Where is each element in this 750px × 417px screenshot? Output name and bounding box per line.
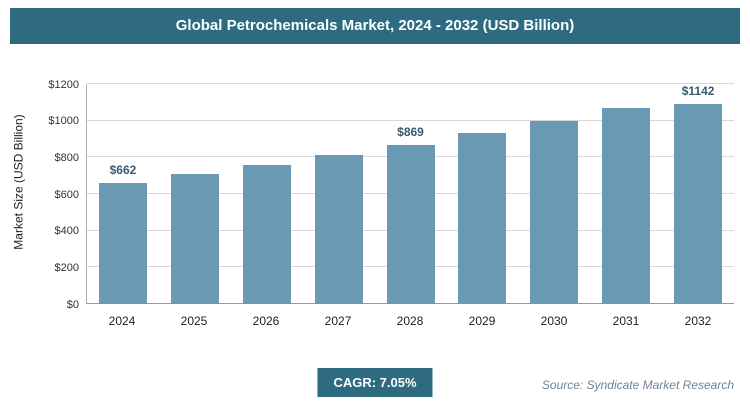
bar (170, 174, 219, 304)
x-axis-labels: 2024 2025 2026 2027 2028 2029 2030 2031 2032 (86, 314, 734, 328)
x-tick-label: 2031 (612, 314, 640, 328)
bar (98, 182, 147, 304)
bar-chart: Market Size (USD Billion) $0 $200 $400 $600… (10, 62, 734, 342)
bar-slot (446, 84, 518, 304)
bar (458, 133, 507, 304)
y-tick-label: $600 (54, 188, 79, 201)
gridline (87, 83, 734, 84)
y-tick-label: $800 (54, 151, 79, 164)
y-tick-label: $0 (66, 298, 79, 311)
x-tick-label: 2026 (252, 314, 280, 328)
chart-title-banner: Global Petrochemicals Market, 2024 - 203… (10, 8, 740, 44)
bar-value-label: $1142 (681, 84, 715, 98)
bar-value-label: $662 (109, 162, 137, 177)
bar (242, 164, 291, 304)
source-attribution: Source: Syndicate Market Research (541, 378, 734, 392)
x-tick-label: 2028 (396, 314, 424, 328)
x-tick-label: 2032 (684, 314, 712, 328)
y-axis-title-text: Market Size (USD Billion) (12, 114, 26, 250)
bar-slot: $1142 (662, 84, 734, 304)
chart-footer: CAGR: 7.05% Source: Syndicate Market Res… (0, 368, 750, 400)
x-tick-label: 2025 (180, 314, 208, 328)
bar-slot (518, 84, 590, 304)
bar-slot (590, 84, 662, 304)
x-tick-label: 2030 (540, 314, 568, 328)
bar-slot: $662 (87, 84, 159, 304)
y-tick-label: $200 (54, 261, 79, 274)
bar (530, 121, 579, 304)
plot-area: $0 $200 $400 $600 $800 $1000 $1200 $662 $869 $11… (48, 79, 734, 311)
bar (386, 144, 435, 304)
bar-slot (159, 84, 231, 304)
x-tick-label: 2024 (108, 314, 136, 328)
bar-value-label: $869 (397, 124, 424, 139)
x-tick-label: 2027 (324, 314, 352, 328)
y-tick-label: $400 (54, 225, 79, 238)
bar (314, 155, 363, 304)
y-tick-label: $1000 (48, 115, 79, 128)
gridline (87, 119, 734, 121)
cagr-badge: CAGR: 7.05% (317, 368, 433, 397)
bar-slot: $869 (375, 84, 447, 304)
bar (674, 104, 723, 304)
x-tick-label: 2029 (468, 314, 496, 328)
bar-slot (303, 84, 375, 304)
y-tick-label: $1200 (48, 78, 79, 91)
y-axis-title: Market Size (USD Billion) (8, 62, 30, 302)
bar (602, 108, 651, 304)
bar-slot (231, 84, 303, 304)
bars-container: $662 $869 $1142 (87, 84, 734, 304)
